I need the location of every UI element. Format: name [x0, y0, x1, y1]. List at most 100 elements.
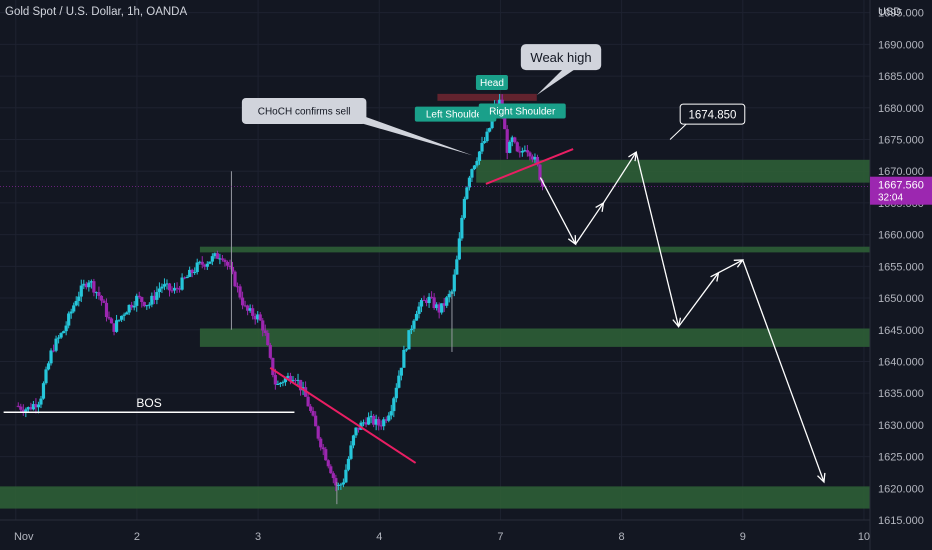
candle-body [125, 312, 129, 315]
candle-body [424, 300, 429, 304]
candle-body [175, 287, 179, 289]
time-axis[interactable]: Nov 2 3 4 7 8 9 10 [0, 519, 870, 543]
candle-body [281, 382, 285, 384]
candle-body [251, 308, 255, 316]
candle-body [183, 277, 187, 279]
candle-body [271, 357, 275, 376]
candle-body [321, 447, 325, 450]
candle-body [82, 283, 86, 286]
candle-body [228, 265, 232, 267]
price-callout-box [679, 103, 746, 125]
candle-body [140, 297, 144, 303]
candle-body [369, 415, 373, 418]
candle-body [205, 263, 209, 267]
weak-high-tail [536, 69, 576, 96]
candle-body [384, 419, 388, 421]
x-tick-label: 8 [619, 531, 625, 543]
candle-body [240, 297, 245, 306]
candle-body [200, 261, 204, 265]
candle-body [427, 296, 431, 304]
candle-body [314, 415, 318, 427]
bos-label: BOS [136, 396, 161, 410]
candle-body [392, 398, 396, 412]
candle-body [203, 264, 207, 267]
candle-body [475, 161, 479, 166]
candle-body [319, 438, 323, 448]
candle-body [351, 435, 356, 446]
candle-body [72, 305, 76, 312]
candle-body [334, 478, 338, 486]
candle-body [520, 151, 524, 153]
y-tick-label: 1695.000 [878, 8, 924, 20]
candle-body [67, 313, 71, 326]
candle-body [366, 417, 371, 425]
candle-body [278, 382, 282, 384]
chart-title: Gold Spot / U.S. Dollar, 1h, OANDA [5, 6, 188, 18]
candle-body [94, 292, 99, 294]
candle-body [311, 410, 315, 416]
candle-body [162, 284, 167, 287]
candle-body [535, 156, 540, 165]
candle-body [349, 445, 353, 459]
candle-body [54, 338, 58, 351]
candle-body [195, 262, 199, 272]
candle-body [513, 137, 517, 143]
candle-body [74, 300, 78, 306]
projection-segment [678, 272, 720, 327]
candle-body [233, 271, 237, 287]
candle-body [132, 305, 136, 308]
candle-body [243, 305, 247, 307]
candle-body [92, 281, 96, 293]
x-tick-label: 9 [740, 531, 746, 543]
candle-body [167, 283, 172, 291]
candle-body [21, 409, 25, 413]
candle-body [293, 379, 298, 381]
y-tick-label: 1655.000 [878, 261, 924, 273]
drawings [0, 148, 870, 484]
zones [0, 93, 870, 509]
y-tick-label: 1675.000 [878, 135, 924, 147]
candle-body [470, 169, 474, 178]
candle-body [364, 422, 368, 425]
candle-body [87, 282, 91, 288]
candle-body [77, 296, 81, 301]
candle-body [19, 406, 23, 410]
candle-body [361, 422, 366, 424]
candle-body [283, 378, 288, 383]
candle-body [515, 142, 519, 152]
candle-body [324, 449, 328, 461]
candle-body [256, 314, 260, 320]
candle-body [145, 305, 149, 307]
sell-zone-top [476, 159, 870, 183]
candle-body [223, 259, 227, 262]
candle-body [530, 156, 535, 160]
y-tick-label: 1615.000 [878, 515, 924, 527]
candle-body [480, 142, 484, 152]
head-label-text: Head [480, 78, 504, 89]
right-shoulder-label-box [478, 103, 566, 119]
candle-body [465, 187, 469, 199]
candle-body [309, 406, 313, 411]
candle-body [34, 404, 38, 408]
head-label-box [475, 74, 508, 90]
y-tick-label: 1635.000 [878, 388, 924, 400]
candle-body [387, 415, 391, 421]
candle-body [246, 305, 250, 311]
candle-body [394, 387, 398, 399]
candle-body [331, 473, 335, 479]
y-tick-label: 1640.000 [878, 356, 924, 368]
candle-body [46, 363, 51, 370]
candle-body [477, 151, 482, 162]
candle-body [193, 271, 197, 274]
candle-body [230, 266, 235, 272]
candle-body [117, 319, 121, 321]
price-axis[interactable]: 1615.000 1620.000 1625.000 1630.000 1635.000… [869, 0, 932, 550]
y-tick-label: 1645.000 [878, 325, 924, 337]
left-shoulder-label-text: Left Shoulder [426, 110, 486, 121]
candle-body [462, 198, 466, 218]
zone-1620 [0, 486, 870, 509]
candle-body [142, 302, 146, 307]
candle-body [523, 150, 527, 152]
candle-body [107, 317, 111, 319]
